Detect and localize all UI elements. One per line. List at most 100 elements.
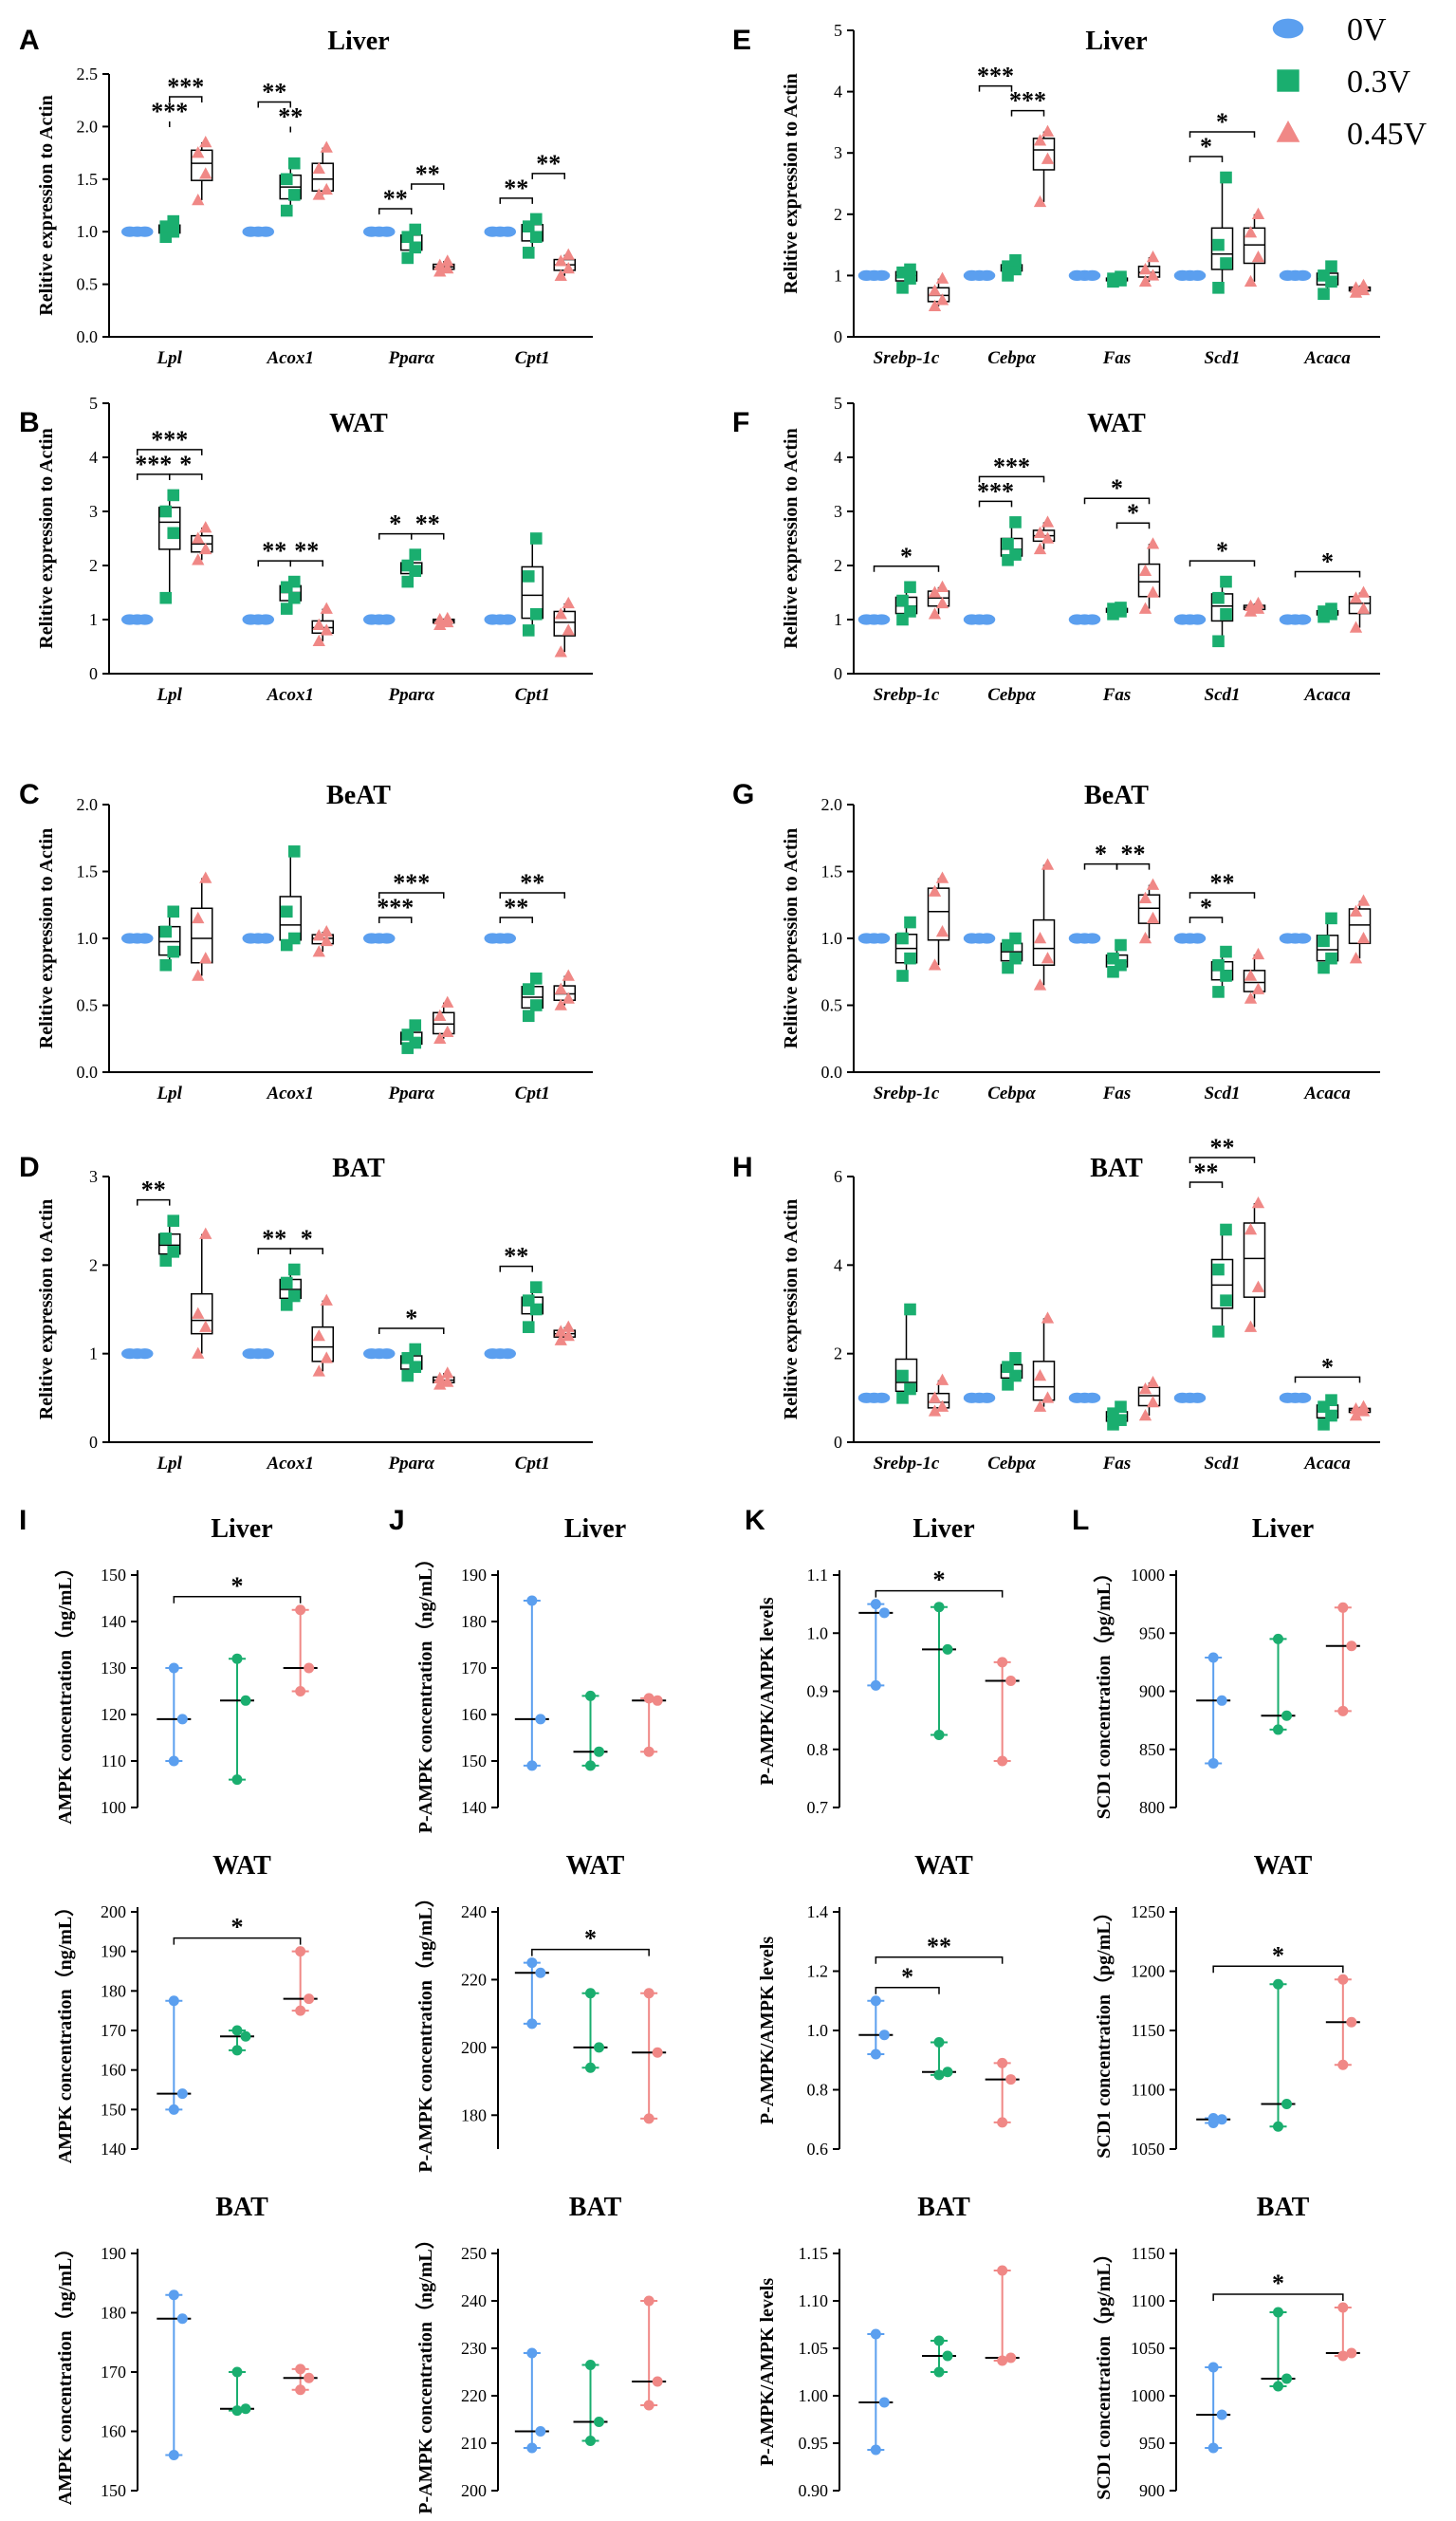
data-point-0.45V [554, 645, 567, 658]
data-point [870, 2444, 881, 2456]
panel-row2-bat: BAT 200 210 220 230 240 250 P-AMPK concentratio… [415, 2193, 667, 2514]
data-point-0.45V [928, 299, 942, 311]
data-point [652, 1695, 663, 1706]
data-point-0V [1189, 269, 1207, 281]
data-point-0V [137, 614, 154, 625]
data-point-0.45V [935, 1373, 949, 1385]
significance-bracket [1189, 156, 1224, 163]
data-point-0.3V [1212, 958, 1225, 972]
data-point-0V [137, 226, 154, 237]
data-point-0.45V [554, 607, 567, 620]
y-tick-label: 800 [1139, 1798, 1165, 1817]
data-point-0.45V [312, 929, 325, 941]
y-tick-label: 2.5 [77, 65, 99, 83]
data-point-0V [378, 614, 396, 625]
significance-stars: ** [504, 894, 528, 921]
data-point-0V [873, 269, 891, 281]
data-point-0.3V [287, 591, 301, 604]
y-tick-label: 140 [101, 2140, 126, 2159]
data-point-0.45V [1033, 978, 1047, 991]
y-tick-label: 1 [834, 266, 842, 285]
significance-stars: * [1216, 108, 1228, 136]
gene-label: Cpt1 [515, 348, 550, 368]
data-point-0V [978, 269, 996, 281]
gene-label: Acox1 [266, 685, 314, 705]
significance-stars: * [1127, 499, 1139, 527]
data-point-0.45V [1041, 1391, 1055, 1403]
y-tick-label: 5 [89, 394, 98, 413]
significance-bracket [1189, 131, 1256, 139]
data-point-0.3V [1002, 961, 1014, 974]
data-point [1273, 1633, 1283, 1644]
y-tick-label: 3 [834, 143, 842, 162]
panel-L-liver: L Liver 800 850 900 950 1000 SCD1 concentration… [1072, 1505, 1360, 1819]
data-point-0.45V [928, 284, 942, 296]
gene-label: Fas [1102, 1084, 1132, 1103]
significance-bracket [531, 173, 565, 179]
data-point [168, 1662, 179, 1674]
data-point [526, 2018, 538, 2030]
panel-letter: L [1072, 1505, 1089, 1536]
data-point-0.3V [1220, 257, 1232, 269]
data-point-0.3V [522, 1321, 535, 1333]
significance-stars: * [1200, 894, 1212, 921]
y-tick-label: 1.1 [807, 1566, 829, 1585]
data-point-0V [1068, 1392, 1086, 1403]
panel-E: E Liver 0 1 2 3 4 5 Relitive expression to Actin… [732, 21, 1380, 368]
box [191, 907, 213, 964]
gene-label: Scd1 [1205, 348, 1241, 368]
data-point-0.3V [1325, 260, 1337, 273]
data-point-0V [499, 933, 516, 944]
y-axis-label: P-AMPK/AMPK levels [757, 1937, 778, 2124]
panel-H: H BAT 0 2 4 6 Relitive expression to Actin Sreb… [732, 1134, 1380, 1474]
y-tick-label: 1150 [1132, 2021, 1165, 2040]
y-tick-label: 1050 [1131, 2140, 1165, 2159]
data-point-0.45V [312, 1329, 325, 1342]
data-point-0.3V [409, 1019, 422, 1031]
data-point-0.45V [1138, 262, 1152, 275]
data-point-0.45V [1138, 1382, 1152, 1395]
data-point-0V [963, 1392, 981, 1403]
data-point [168, 2104, 179, 2115]
data-point [870, 1995, 881, 2007]
data-point-0V [1189, 1392, 1207, 1403]
data-point-0.45V [441, 995, 454, 1008]
data-point-0.3V [904, 916, 916, 929]
gene-label: Acaca [1303, 1084, 1351, 1103]
panel-title: BAT [1257, 2193, 1310, 2222]
data-point-0.45V [935, 1400, 949, 1412]
data-point-0V [137, 933, 154, 944]
data-point [1207, 2442, 1219, 2454]
significance-stars: * [231, 1572, 244, 1600]
data-point-0V [1294, 269, 1312, 281]
panel-title: Liver [327, 27, 389, 56]
data-point [231, 2025, 243, 2036]
data-point-0.3V [409, 241, 422, 254]
data-point-0.3V [529, 532, 543, 545]
data-point-0.3V [409, 548, 422, 561]
data-point [942, 2350, 953, 2362]
data-point [295, 1604, 306, 1616]
data-point-0.45V [935, 871, 949, 883]
significance-stars: *** [977, 477, 1014, 505]
data-point-0V [978, 1392, 996, 1403]
data-point-0.45V [1138, 274, 1152, 287]
y-tick-label: 0 [834, 327, 842, 346]
data-point-0.3V [1212, 635, 1225, 648]
y-tick-label: 0 [89, 1433, 98, 1452]
significance-bracket [378, 917, 413, 923]
data-point-0.3V [401, 1029, 415, 1041]
data-point [594, 2417, 604, 2427]
data-point [870, 2328, 881, 2340]
y-tick-label: 4 [834, 448, 842, 467]
data-point-0.45V [1251, 250, 1265, 263]
y-tick-label: 1 [89, 610, 98, 629]
panel-row1-wat: WAT 1050 1100 1150 1200 1250 SCD1 concentratio… [1093, 1851, 1360, 2159]
data-point-0.45V [928, 958, 942, 971]
box [927, 887, 950, 941]
y-tick-label: 0.0 [77, 327, 99, 346]
gene-label: Cpt1 [515, 685, 550, 705]
data-point [643, 1746, 654, 1757]
box [1137, 894, 1161, 924]
